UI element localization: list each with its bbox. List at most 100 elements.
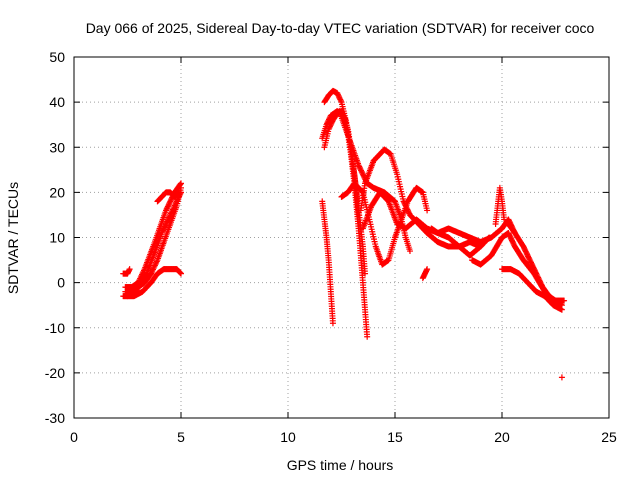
data-point-marker <box>355 211 362 218</box>
data-point-marker <box>135 278 142 285</box>
x-tick-label: 15 <box>387 429 403 445</box>
data-point-marker <box>177 269 184 276</box>
data-point-marker <box>533 270 540 277</box>
data-point-marker <box>401 199 408 206</box>
series-arc-t <box>505 220 568 304</box>
data-point-marker <box>137 274 144 281</box>
data-point-marker <box>178 180 184 187</box>
data-point-marker <box>139 271 146 278</box>
series-layer <box>120 87 568 381</box>
data-point-marker <box>400 198 407 205</box>
data-point-marker <box>139 270 146 277</box>
data-point-marker <box>403 205 410 212</box>
data-point-marker <box>175 190 182 197</box>
data-point-marker <box>405 209 412 216</box>
data-point-marker <box>178 270 184 277</box>
data-point-marker <box>136 276 143 283</box>
data-point-marker <box>405 207 412 214</box>
data-point-marker <box>138 272 145 279</box>
data-point-marker <box>173 199 180 206</box>
data-point-marker <box>561 297 568 304</box>
series-arc-n <box>359 189 493 259</box>
data-point-marker <box>175 189 182 196</box>
data-point-marker <box>533 271 540 278</box>
data-point-marker <box>558 306 565 313</box>
data-point-marker <box>149 266 156 273</box>
data-point-marker <box>151 262 158 269</box>
data-point-marker <box>424 207 431 214</box>
x-tick-label: 10 <box>280 429 296 445</box>
data-point-marker <box>403 203 410 210</box>
data-point-marker <box>401 201 408 208</box>
data-point-marker <box>166 213 173 220</box>
x-tick-label: 25 <box>601 429 617 445</box>
data-point-marker <box>140 268 147 275</box>
y-tick-label: -10 <box>45 320 65 336</box>
y-tick-label: 0 <box>57 275 65 291</box>
y-tick-label: 40 <box>49 94 65 110</box>
data-point-marker <box>406 248 413 255</box>
data-point-marker <box>150 265 157 272</box>
data-point-marker <box>337 97 344 104</box>
data-point-marker <box>168 209 175 216</box>
series-arc-c <box>122 180 184 291</box>
x-tick-label: 5 <box>177 429 185 445</box>
y-tick-label: 50 <box>49 49 65 65</box>
data-point-marker <box>534 273 541 280</box>
data-point-marker <box>152 261 159 268</box>
x-tick-label: 0 <box>70 429 78 445</box>
series-arc-f <box>120 266 133 277</box>
x-tick-label: 20 <box>494 429 510 445</box>
data-point-marker <box>404 206 411 213</box>
series-arc-j <box>319 198 336 327</box>
data-point-marker <box>329 320 336 327</box>
data-point-marker <box>176 269 183 276</box>
tick-layer: 0 5 10 15 20 25 -30 -20 -10 0 10 20 30 40 50 <box>45 49 617 445</box>
data-point-marker <box>424 266 431 273</box>
x-axis-label: GPS time / hours <box>287 457 394 473</box>
data-point-marker <box>126 266 133 273</box>
series-arc-u <box>558 374 565 381</box>
data-point-marker <box>170 205 177 212</box>
data-point-marker <box>151 263 158 270</box>
series-arc-d <box>124 266 184 300</box>
series-arc-l <box>338 180 431 268</box>
series-arc-e <box>154 189 182 205</box>
data-point-marker <box>169 207 176 214</box>
data-point-marker <box>364 333 371 340</box>
data-point-marker <box>537 278 544 285</box>
y-tick-label: -30 <box>45 410 65 426</box>
data-point-marker <box>535 274 542 281</box>
series-arc-p <box>428 216 518 246</box>
data-point-marker <box>169 206 176 213</box>
y-tick-label: 20 <box>49 184 65 200</box>
data-point-marker <box>135 279 142 286</box>
data-point-marker <box>172 201 179 208</box>
data-point-marker <box>153 258 160 265</box>
y-tick-label: 10 <box>49 230 65 246</box>
series-arc-r <box>492 184 508 227</box>
data-point-marker <box>140 267 147 274</box>
data-point-marker <box>538 281 545 288</box>
plot-frame <box>73 56 610 419</box>
series-arc-m <box>357 146 484 250</box>
data-point-marker <box>174 190 181 197</box>
data-point-marker <box>171 202 178 209</box>
data-point-marker <box>535 276 542 283</box>
data-point-marker <box>537 280 544 287</box>
series-arc-k <box>336 108 413 255</box>
data-point-marker <box>177 181 184 188</box>
y-tick-label: 30 <box>49 139 65 155</box>
y-axis-label: SDTVAR / TECUs <box>5 182 21 294</box>
data-point-marker <box>137 275 144 282</box>
data-point-marker <box>171 203 178 210</box>
data-point-marker <box>558 374 565 381</box>
data-point-marker <box>402 202 409 209</box>
data-point-marker <box>167 210 174 217</box>
data-point-marker <box>153 259 160 266</box>
data-point-marker <box>167 211 174 218</box>
series-arc-b <box>122 189 184 295</box>
chart-title: Day 066 of 2025, Sidereal Day-to-day VTE… <box>86 20 595 36</box>
